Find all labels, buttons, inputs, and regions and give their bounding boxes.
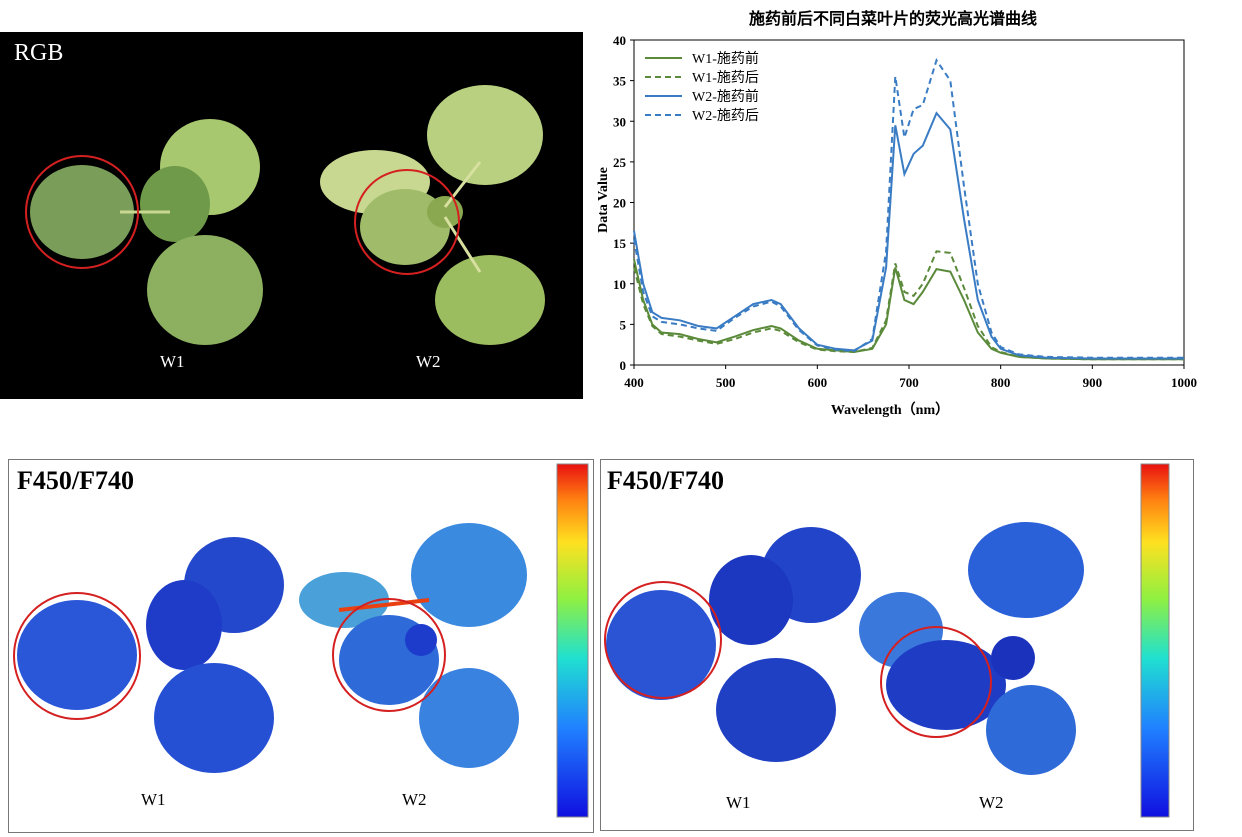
fluor-label-w1-before: W1 — [141, 790, 166, 809]
w2-plant-rgb — [320, 85, 545, 345]
x-tick-label: 600 — [808, 375, 828, 390]
fluorescence-title-after: F450/F740 — [607, 466, 724, 495]
x-tick-label: 800 — [991, 375, 1011, 390]
fluor-label-w2-after: W2 — [979, 793, 1004, 812]
fluorescence-image-after — [604, 463, 1170, 818]
legend-label-3: W2-施药前 — [692, 88, 759, 105]
w1-fluor-red-circle-before — [13, 592, 141, 720]
rgb-image-panel: RGB W1 W2 — [0, 32, 583, 399]
y-tick-label: 0 — [620, 358, 627, 373]
w1-rgb-red-circle — [25, 155, 139, 269]
plot-frame — [633, 39, 1185, 366]
spectrum-chart: 施药前后不同白菜叶片的荧光高光谱曲线 Data Value Wavelength… — [596, 9, 1197, 418]
series-line-1 — [633, 259, 1184, 361]
w1-plant-fluorescence-after — [606, 527, 861, 762]
chart-title: 施药前后不同白菜叶片的荧光高光谱曲线 — [749, 9, 1037, 28]
series-line-4 — [633, 58, 1184, 359]
chart-x-axis-label: Wavelength（nm） — [831, 402, 949, 418]
fluor-label-w2-before: W2 — [402, 790, 427, 809]
legend-label-4: W2-施药后 — [692, 108, 759, 124]
w1-plant-fluorescence-before — [17, 537, 284, 773]
fluorescence-panel-before: F450/F740 — [8, 459, 594, 833]
w1-plant-rgb — [30, 119, 263, 345]
w2-plant-fluorescence-after — [859, 522, 1084, 775]
colorbar-after — [1140, 463, 1170, 818]
w2-rgb-red-circle — [354, 169, 460, 275]
y-tick-label: 5 — [620, 317, 627, 332]
legend-label-1: W1-施药前 — [692, 50, 759, 67]
x-tick-label: 500 — [716, 375, 736, 390]
y-tick-label: 15 — [613, 236, 627, 251]
chart-series-lines — [633, 58, 1184, 361]
w2-fluor-red-circle-after — [880, 626, 992, 738]
chart-y-axis-label: Data Value — [596, 167, 611, 233]
y-tick-label: 30 — [613, 114, 626, 129]
x-tick-label: 900 — [1083, 375, 1103, 390]
x-tick-label: 400 — [624, 375, 644, 390]
rgb-label-w1: W1 — [160, 352, 185, 371]
chart-legend: W1-施药前 W1-施药后 W2-施药前 W2-施药后 — [645, 50, 759, 124]
w2-plant-fluorescence-before — [299, 523, 527, 768]
chart-axes: 0 5 10 15 20 25 30 35 40 400 500 600 700 800 900 1000 — [613, 33, 1197, 390]
w1-fluor-red-circle-after — [604, 581, 722, 699]
y-tick-label: 10 — [613, 277, 626, 292]
fluor-label-w1-after: W1 — [726, 793, 751, 812]
y-tick-label: 25 — [613, 155, 627, 170]
y-tick-label: 35 — [613, 74, 627, 89]
fluorescence-image-before — [13, 463, 589, 818]
series-line-3 — [633, 111, 1184, 360]
rgb-label-w2: W2 — [416, 352, 441, 371]
fluorescence-title-before: F450/F740 — [17, 466, 134, 495]
x-tick-label: 700 — [899, 375, 919, 390]
y-tick-label: 40 — [613, 33, 626, 48]
fluorescence-panel-after: F450/F740 — [600, 459, 1194, 831]
y-tick-label: 20 — [613, 196, 626, 211]
colorbar-before — [556, 463, 589, 818]
rgb-leaves-image — [25, 85, 545, 345]
rgb-panel-title: RGB — [14, 40, 64, 66]
series-line-2 — [633, 250, 1184, 361]
x-tick-label: 1000 — [1171, 375, 1197, 390]
spectrum-chart-panel: 施药前后不同白菜叶片的荧光高光谱曲线 Data Value Wavelength… — [590, 0, 1242, 430]
w2-fluor-red-circle-before — [332, 598, 446, 712]
legend-label-2: W1-施药后 — [692, 70, 759, 86]
